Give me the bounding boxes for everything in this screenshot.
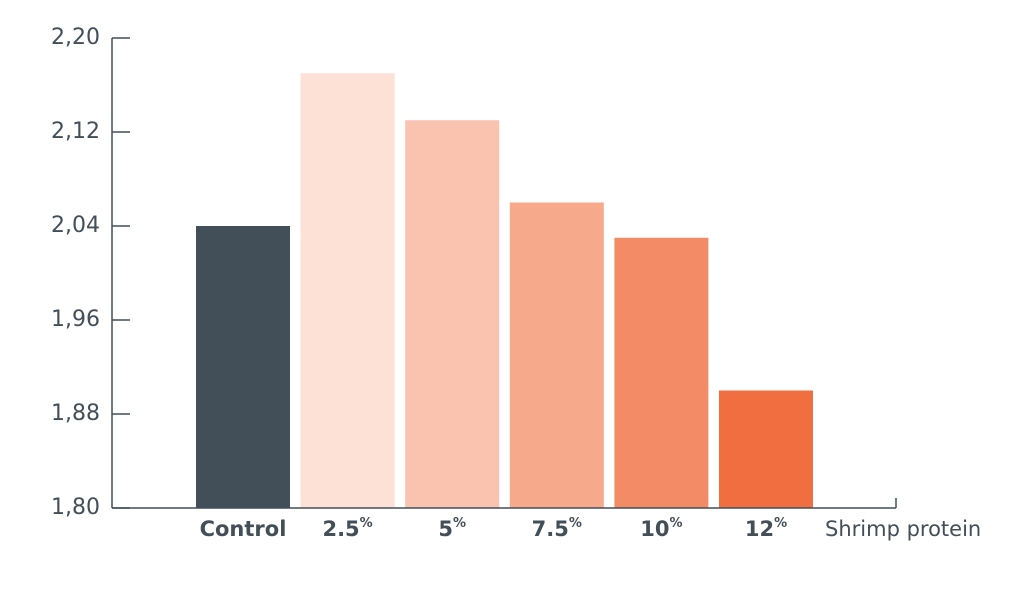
bar (300, 73, 395, 508)
y-tick-label: 1,88 (51, 401, 100, 426)
x-tick-label: 7.5% (532, 516, 582, 542)
bar (509, 202, 604, 508)
x-tick-label: 2.5% (322, 516, 372, 542)
y-tick-label: 2,04 (51, 213, 100, 238)
y-tick-label: 2,20 (51, 25, 100, 50)
bar (719, 390, 813, 508)
y-tick-label: 1,80 (51, 495, 100, 520)
x-tick-label: 5% (438, 516, 466, 542)
bar (196, 226, 290, 508)
x-tick-label: Control (200, 517, 287, 541)
y-tick-label: 2,12 (51, 119, 100, 144)
y-tick-label: 1,96 (51, 307, 100, 332)
x-tick-label: 10% (640, 516, 682, 542)
bar (614, 237, 709, 508)
x-axis-label: Shrimp protein (825, 517, 981, 541)
x-tick-label: 12% (745, 516, 787, 542)
bar (405, 120, 500, 508)
